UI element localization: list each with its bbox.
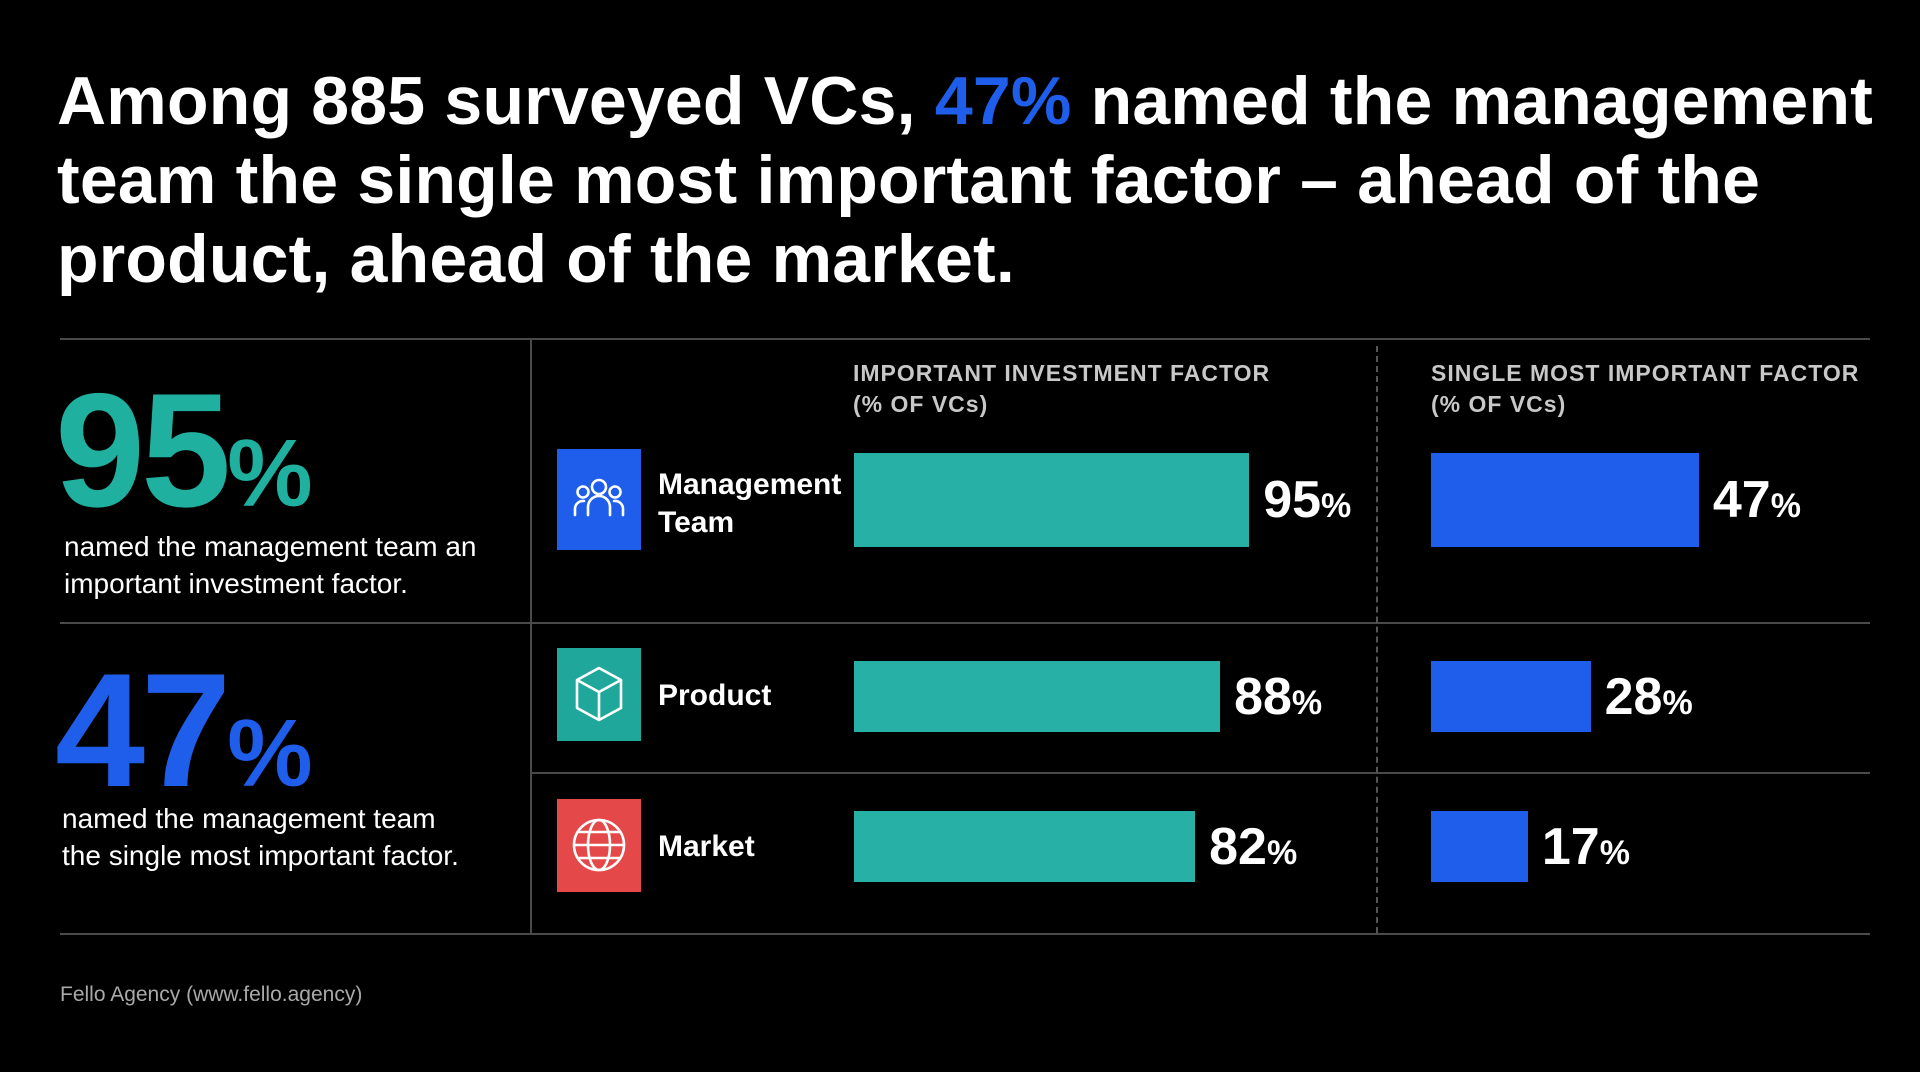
series-2-header: SINGLE MOST IMPORTANT FACTOR (% OF VCs) [1431, 358, 1859, 420]
bar-important-market [854, 811, 1196, 882]
bar-important-management [854, 453, 1250, 547]
value-label-important-management: 95% [1263, 471, 1352, 529]
series-divider [1376, 346, 1378, 933]
value-label-important-market: 82% [1209, 817, 1298, 876]
stat-important-description: named the management team an important i… [64, 531, 477, 599]
bar-single-market [1431, 811, 1528, 882]
value-label-important-product: 88% [1234, 667, 1323, 726]
series-1-header: IMPORTANT INVESTMENT FACTOR (% OF VCs) [853, 358, 1270, 420]
headline: Among 885 surveyed VCs, 47% named the ma… [57, 62, 1897, 299]
bar-important-product [854, 661, 1221, 732]
series-2-subtitle: (% OF VCs) [1431, 391, 1567, 417]
stat-single-unit: % [227, 700, 313, 807]
cube-icon [557, 648, 641, 741]
bar-single-product [1431, 661, 1591, 732]
stat-important-unit: % [227, 420, 313, 527]
category-label-market: Market [658, 830, 755, 863]
row-divider [531, 772, 1870, 774]
bottom-divider [60, 933, 1870, 935]
series-2-title: SINGLE MOST IMPORTANT FACTOR [1431, 360, 1860, 386]
stat-single-description: named the management team the single mos… [62, 803, 459, 871]
headline-after: named the management team the single mos… [57, 63, 1874, 297]
stat-single-number: 47 [55, 640, 231, 821]
value-label-single-market: 17% [1541, 817, 1630, 876]
source-credit: Fello Agency (www.fello.agency) [60, 983, 363, 1006]
people-icon [557, 449, 641, 550]
middle-divider [60, 622, 1870, 624]
stat-important-value: 95% [55, 370, 313, 532]
value-label-single-product: 28% [1604, 667, 1693, 726]
globe-icon [557, 799, 641, 892]
series-1-title: IMPORTANT INVESTMENT FACTOR [853, 360, 1271, 386]
value-label-single-management: 47% [1712, 471, 1801, 529]
bar-single-management [1431, 453, 1699, 547]
top-divider [60, 338, 1870, 340]
series-1-subtitle: (% OF VCs) [853, 391, 989, 417]
left-column-divider [530, 338, 532, 935]
headline-before: Among 885 surveyed VCs, [57, 63, 935, 139]
stat-important-number: 95 [55, 360, 231, 541]
category-label-product: Product [658, 679, 772, 712]
category-label-management: Management Team [658, 468, 842, 539]
headline-accent: 47% [934, 63, 1072, 139]
stat-single-value: 47% [55, 650, 313, 812]
